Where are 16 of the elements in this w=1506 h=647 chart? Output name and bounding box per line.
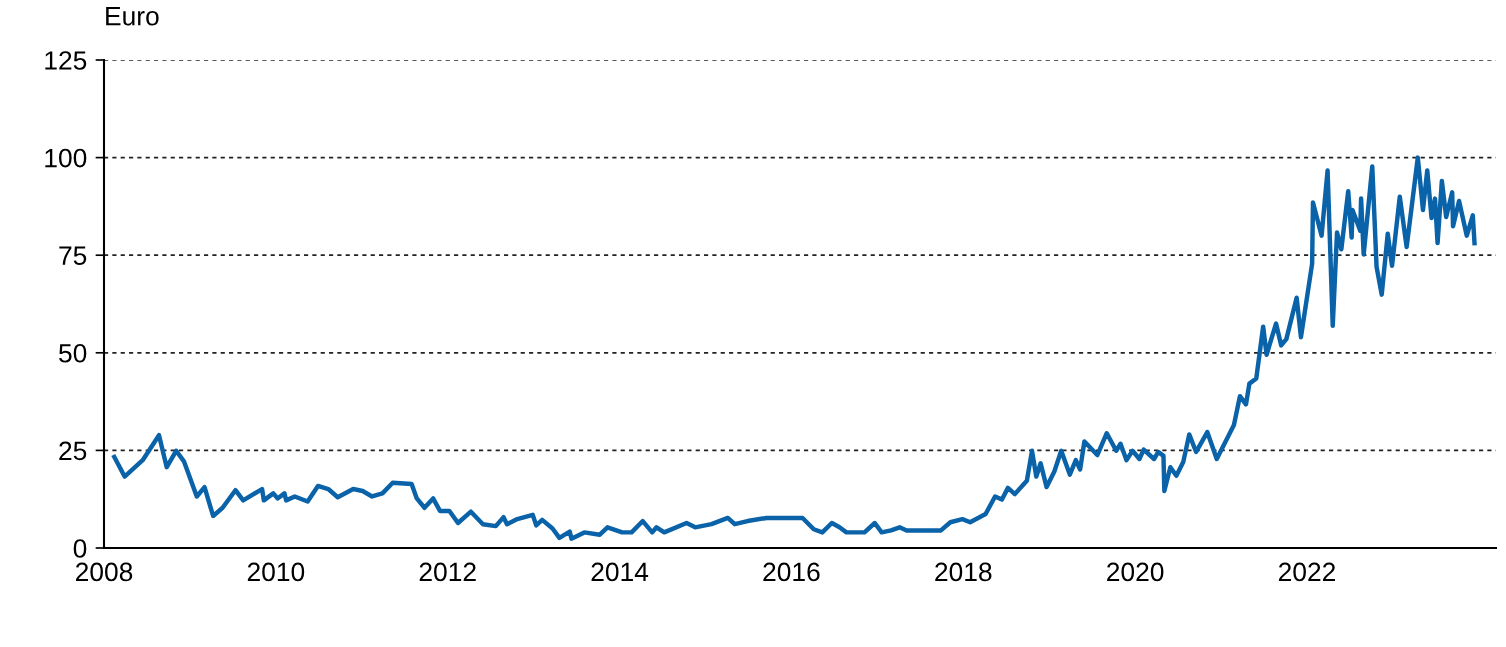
x-tick-label: 2010 (247, 562, 305, 582)
x-tick-label: 2022 (1278, 562, 1335, 582)
y-tick-label: 25 (59, 441, 87, 461)
y-axis-title: Euro (106, 7, 159, 26)
y-tick-label: 125 (45, 51, 87, 70)
x-tick-label: 2012 (419, 562, 476, 582)
line-series (112, 155, 1477, 541)
x-tick-label: 2014 (591, 562, 649, 582)
x-tick-label: 2016 (763, 562, 820, 582)
y-tick-label: 100 (45, 148, 87, 168)
x-tick-label: 2020 (1107, 562, 1164, 582)
y-tick-label: 50 (59, 343, 87, 363)
y-tick-label: 0 (73, 539, 87, 558)
x-tick-label: 2018 (935, 562, 992, 582)
x-tick-label: 2008 (75, 562, 133, 582)
y-tick-label: 75 (59, 246, 87, 266)
